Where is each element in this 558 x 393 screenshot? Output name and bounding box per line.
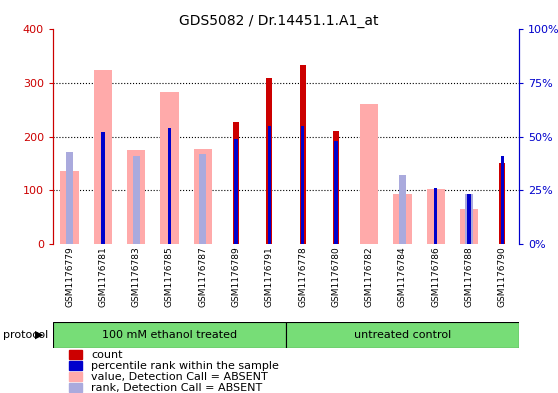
Text: rank, Detection Call = ABSENT: rank, Detection Call = ABSENT	[92, 383, 263, 393]
Text: untreated control: untreated control	[354, 330, 451, 340]
Bar	[69, 383, 83, 392]
Bar	[101, 132, 104, 244]
Bar	[333, 131, 339, 244]
Bar	[69, 361, 83, 370]
Bar	[233, 121, 239, 244]
Bar	[133, 156, 140, 244]
Bar	[160, 92, 179, 244]
Bar	[94, 70, 112, 244]
Bar	[69, 350, 83, 359]
Bar	[66, 152, 73, 244]
Bar	[268, 126, 271, 244]
Bar	[360, 105, 378, 244]
Bar	[460, 209, 478, 244]
Text: ▶: ▶	[35, 330, 43, 340]
Bar	[266, 78, 272, 244]
Text: count: count	[92, 350, 123, 360]
Bar	[468, 195, 471, 244]
Bar	[234, 139, 238, 244]
Bar	[499, 163, 506, 244]
Text: value, Detection Call = ABSENT: value, Detection Call = ABSENT	[92, 372, 268, 382]
Bar	[393, 195, 412, 244]
Text: percentile rank within the sample: percentile rank within the sample	[92, 361, 280, 371]
Bar	[199, 154, 206, 244]
Bar	[60, 171, 79, 244]
Bar	[127, 150, 146, 244]
Bar	[286, 322, 519, 348]
Bar	[465, 195, 473, 244]
Text: GDS5082 / Dr.14451.1.A1_at: GDS5082 / Dr.14451.1.A1_at	[179, 14, 379, 28]
Bar	[334, 141, 338, 244]
Bar	[300, 65, 306, 244]
Bar	[426, 189, 445, 244]
Bar	[69, 373, 83, 382]
Text: protocol: protocol	[3, 330, 48, 340]
Bar	[301, 126, 304, 244]
Bar	[399, 175, 406, 244]
Text: 100 mM ethanol treated: 100 mM ethanol treated	[102, 330, 237, 340]
Bar	[53, 322, 286, 348]
Bar	[194, 149, 212, 244]
Bar	[168, 128, 171, 244]
Bar	[434, 188, 437, 244]
Bar	[501, 156, 504, 244]
